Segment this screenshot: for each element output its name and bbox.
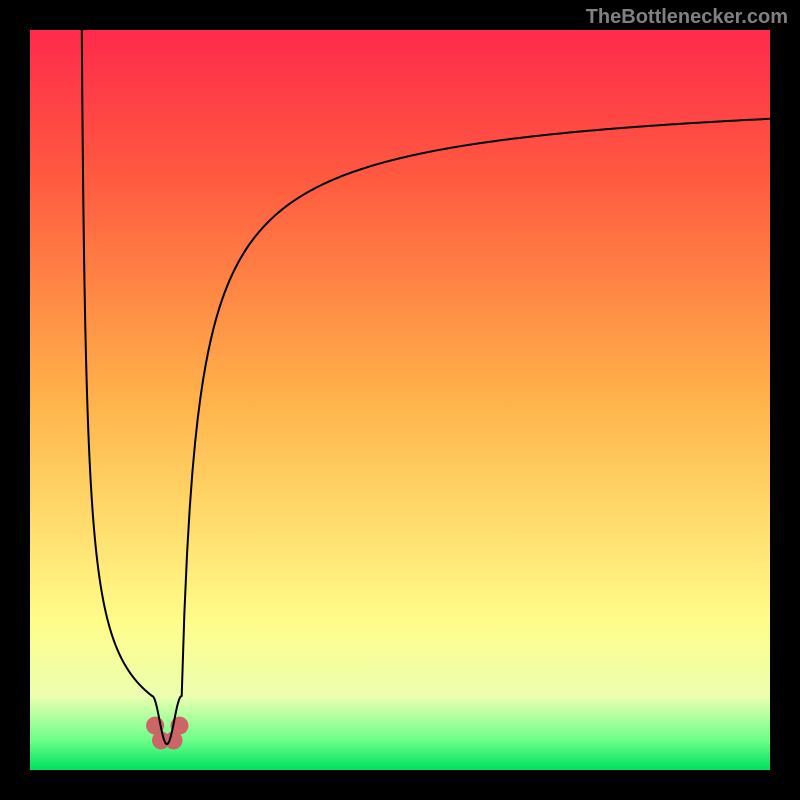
watermark-text: TheBottlenecker.com bbox=[586, 6, 788, 29]
chart-container: TheBottlenecker.com bbox=[0, 0, 800, 800]
bottleneck-chart bbox=[0, 0, 800, 800]
chart-plot-area bbox=[30, 30, 770, 770]
